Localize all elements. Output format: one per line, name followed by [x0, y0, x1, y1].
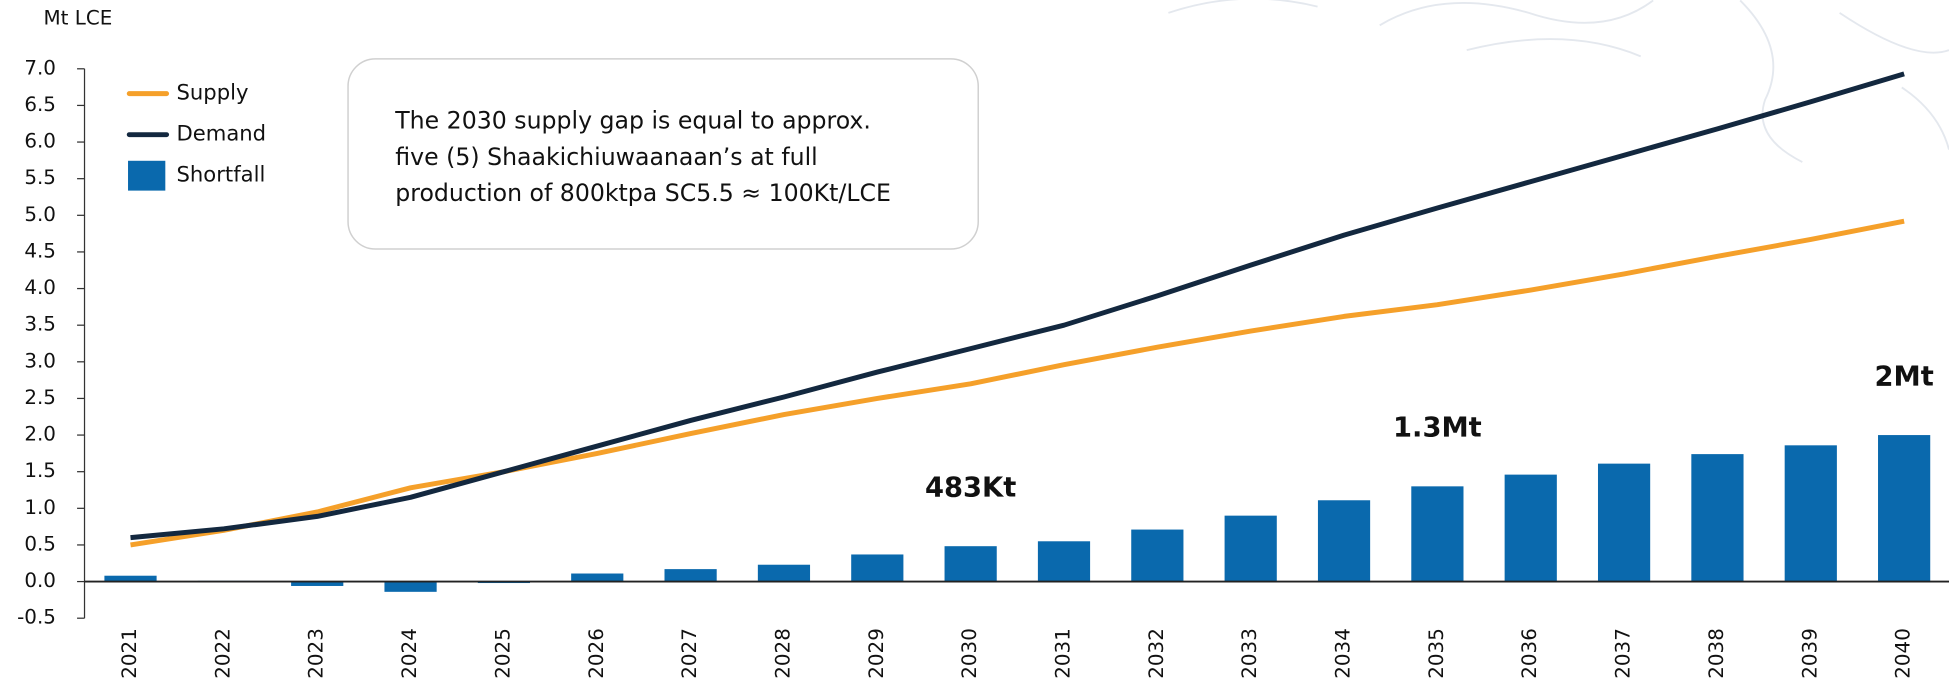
y-tick-label: 2.5	[24, 386, 56, 409]
x-tick-label: 2025	[491, 628, 514, 679]
annotation-line: five (5) Shaakichiuwaanaan’s at full	[395, 143, 817, 171]
x-tick-label: 2031	[1051, 628, 1074, 679]
bar	[1597, 463, 1651, 582]
bar	[1224, 515, 1277, 582]
bar	[1131, 529, 1184, 582]
x-tick-label: 2034	[1332, 628, 1355, 679]
bar	[1784, 445, 1837, 582]
legend-label: Demand	[177, 121, 267, 146]
x-tick-label: 2038	[1705, 628, 1728, 679]
bar	[291, 581, 344, 586]
annotation-box	[347, 58, 979, 250]
x-tick-label: 2023	[305, 628, 328, 679]
x-tick-label: 2029	[865, 628, 888, 679]
data-label: 2Mt	[1874, 361, 1933, 392]
bar	[104, 575, 157, 582]
x-tick-label: 2036	[1518, 628, 1541, 679]
legend-label: Shortfall	[177, 162, 266, 187]
y-tick-label: 4.5	[24, 239, 56, 262]
y-axis-label: Mt LCE	[44, 7, 113, 30]
bar	[1691, 454, 1744, 582]
bar	[1317, 500, 1371, 582]
x-tick-label: 2028	[771, 628, 794, 679]
y-tick-label: 4.0	[24, 276, 56, 299]
x-tick-label: 2021	[118, 628, 141, 679]
bar	[757, 564, 811, 582]
x-tick-label: 2039	[1798, 628, 1821, 679]
x-tick-label: 2032	[1145, 628, 1168, 679]
bar	[664, 569, 717, 582]
bar	[384, 581, 437, 592]
bar	[1504, 474, 1557, 582]
x-tick-label: 2033	[1238, 628, 1261, 679]
x-tick-label: 2030	[958, 628, 981, 679]
bar	[1878, 435, 1931, 582]
y-tick-label: 6.5	[24, 93, 56, 116]
data-label: 483Kt	[925, 473, 1016, 504]
y-tick-label: -0.5	[17, 606, 56, 629]
y-tick-label: 5.0	[24, 203, 56, 226]
x-tick-label: 2024	[398, 628, 421, 679]
line	[130, 218, 1905, 548]
bar	[851, 554, 904, 582]
y-tick-label: 0.5	[24, 532, 56, 555]
bar	[571, 573, 624, 582]
x-tick-label: 2027	[678, 628, 701, 679]
bar	[944, 546, 997, 582]
x-tick-label: 2040	[1892, 628, 1915, 679]
y-tick-label: 7.0	[24, 56, 56, 79]
y-tick-label: 1.0	[24, 496, 56, 519]
y-tick-label: 6.0	[24, 130, 56, 153]
y-tick-label: 3.0	[24, 349, 56, 372]
annotation-line: The 2030 supply gap is equal to approx.	[394, 107, 871, 135]
background-decoration	[1168, 0, 1949, 163]
y-tick-label: 1.5	[24, 459, 56, 482]
x-tick-label: 2037	[1612, 628, 1635, 679]
x-tick-label: 2035	[1425, 628, 1448, 679]
y-tick-label: 5.5	[24, 166, 56, 189]
y-tick-label: 2.0	[24, 423, 56, 446]
legend-swatch	[128, 160, 166, 191]
y-tick-label: 3.5	[24, 313, 56, 336]
bar	[1411, 486, 1464, 582]
line	[130, 71, 1905, 541]
legend-label: Supply	[177, 80, 249, 105]
x-tick-label: 2022	[211, 628, 234, 679]
y-tick-label: 0.0	[24, 569, 56, 592]
annotation-line: production of 800ktpa SC5.5 ≈ 100Kt/LCE	[395, 179, 891, 207]
data-label: 1.3Mt	[1393, 413, 1482, 444]
bar	[1037, 541, 1091, 582]
x-tick-label: 2026	[585, 628, 608, 679]
